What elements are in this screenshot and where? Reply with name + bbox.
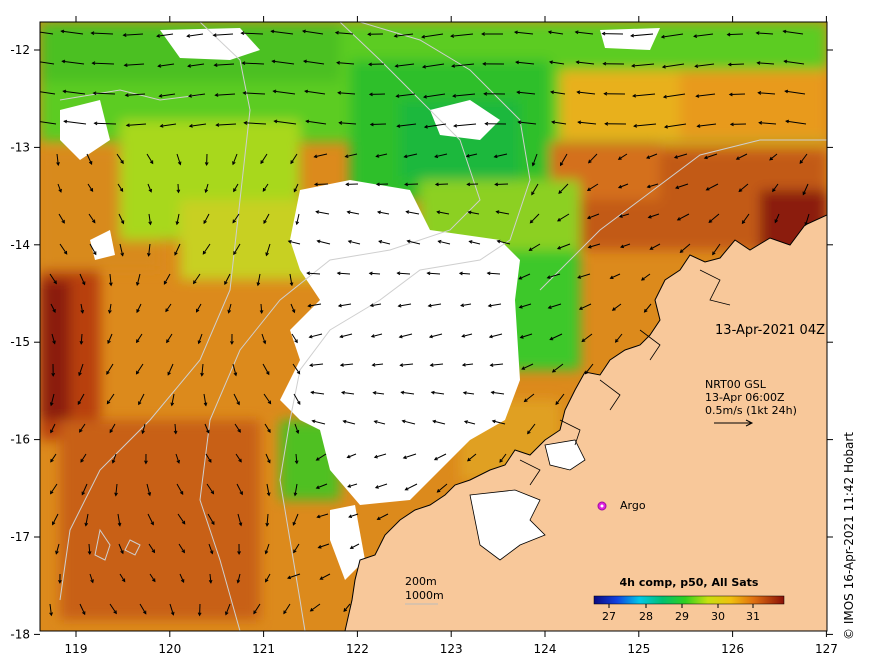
- x-tick-label: 124: [534, 642, 557, 656]
- x-tick-label: 121: [252, 642, 275, 656]
- current-legend-line2: 13-Apr 06:00Z: [705, 391, 785, 404]
- current-arrow: [371, 124, 386, 125]
- sst-field: [33, 22, 827, 631]
- current-arrow: [729, 64, 744, 65]
- current-arrow: [436, 184, 448, 185]
- current-arrow: [315, 184, 328, 185]
- x-tick-label: 119: [65, 642, 88, 656]
- y-tick-label: -12: [10, 43, 30, 57]
- x-tick-label: 126: [721, 642, 744, 656]
- y-tick-label: -13: [10, 140, 30, 154]
- x-tick-label: 120: [158, 642, 181, 656]
- x-tick-label: 122: [346, 642, 369, 656]
- colorbar-gradient: [594, 596, 784, 604]
- current-arrowhead: [36, 120, 39, 123]
- colorbar-tick-label: 30: [711, 610, 725, 623]
- argo-label: Argo: [620, 499, 646, 512]
- y-tick-label: -15: [10, 335, 30, 349]
- current-legend-line3: 0.5m/s (1kt 24h): [705, 404, 797, 417]
- colorbar-tick-label: 28: [639, 610, 653, 623]
- x-tick-label: 123: [440, 642, 463, 656]
- credit-text: © IMOS 16-Apr-2021 11:42 Hobart: [842, 432, 856, 640]
- current-arrow: [495, 184, 508, 185]
- x-tick-label: 127: [815, 642, 838, 656]
- current-arrow: [405, 184, 418, 185]
- current-legend-line1: NRT00 GSL: [705, 378, 767, 391]
- x-tick-label: 125: [627, 642, 650, 656]
- colorbar-tick-label: 29: [675, 610, 689, 623]
- colorbar-title: 4h comp, p50, All Sats: [620, 576, 759, 589]
- current-arrowhead: [33, 30, 36, 33]
- y-tick-label: -18: [10, 627, 30, 641]
- colorbar-tick-label: 27: [602, 610, 616, 623]
- colorbar-tick-label: 31: [746, 610, 760, 623]
- current-arrow: [728, 34, 743, 35]
- timestamp-label: 13-Apr-2021 04Z: [715, 323, 825, 338]
- current-arrowhead: [34, 60, 37, 63]
- current-arrow: [730, 94, 745, 95]
- y-tick-label: -17: [10, 530, 30, 544]
- y-tick-label: -14: [10, 238, 30, 252]
- current-arrowhead: [35, 90, 38, 93]
- bathymetry-legend-1000m: 1000m: [405, 589, 444, 602]
- bathymetry-legend-200m: 200m: [405, 575, 437, 588]
- y-tick-label: -16: [10, 433, 30, 447]
